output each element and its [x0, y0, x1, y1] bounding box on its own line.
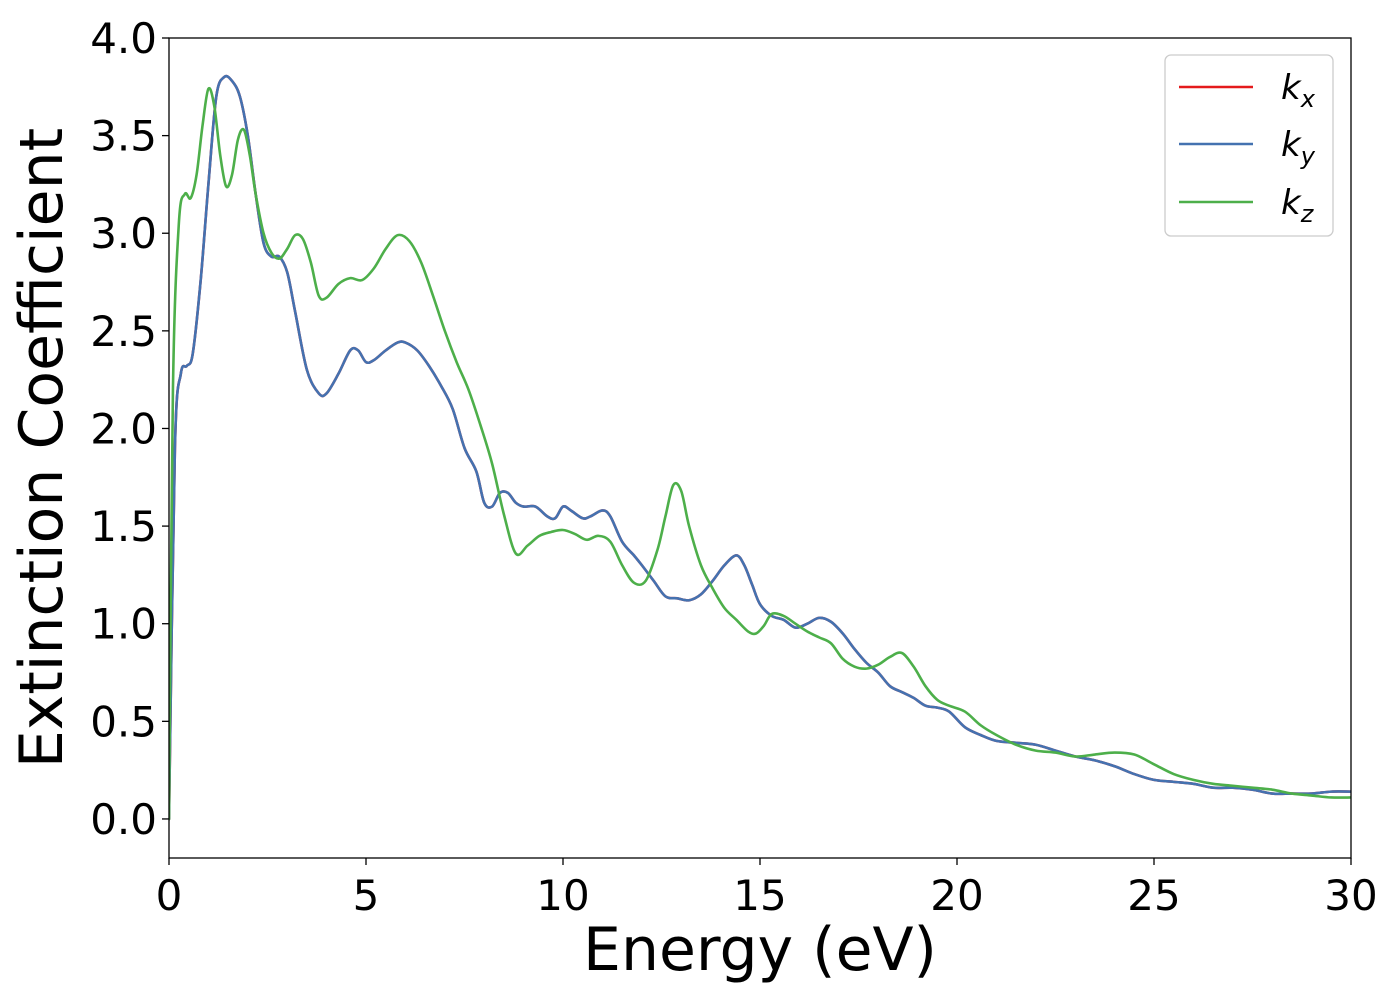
y-tick-label: 3.5	[90, 112, 157, 161]
x-tick-label: 5	[353, 871, 380, 920]
y-axis-title: Extinction Coefficient	[7, 128, 77, 768]
series-line-k-y	[169, 74, 1351, 821]
y-tick-label: 1.5	[90, 502, 157, 551]
x-tick-label: 15	[733, 871, 786, 920]
legend-box	[1164, 54, 1334, 237]
series-line-k-z	[169, 86, 1351, 821]
x-axis: 0 5 10 15 20 25 30	[156, 858, 1378, 920]
series-layer	[169, 74, 1351, 821]
y-tick-label: 2.5	[90, 307, 157, 356]
legend-label-k-y: ky	[1281, 125, 1316, 170]
x-tick-label: 30	[1324, 871, 1377, 920]
y-tick-label: 2.0	[90, 404, 157, 453]
legend-label-k-z: kz	[1281, 183, 1315, 228]
legend-label-k-x: kx	[1281, 68, 1316, 113]
legend: kx ky kz	[1164, 54, 1334, 237]
x-tick-label: 10	[536, 871, 589, 920]
y-tick-label: 1.0	[90, 600, 157, 649]
y-tick-label: 4.0	[90, 14, 157, 63]
x-tick-label: 25	[1127, 871, 1180, 920]
y-tick-label: 0.5	[90, 697, 157, 746]
y-tick-label: 0.0	[90, 795, 157, 844]
x-axis-title: Energy (eV)	[583, 915, 937, 985]
x-tick-label: 0	[156, 871, 183, 920]
y-tick-label: 3.0	[90, 209, 157, 258]
y-axis: 0.0 0.5 1.0 1.5 2.0 2.5 3.0 3.5 4.0	[90, 14, 169, 844]
x-tick-label: 20	[930, 871, 983, 920]
